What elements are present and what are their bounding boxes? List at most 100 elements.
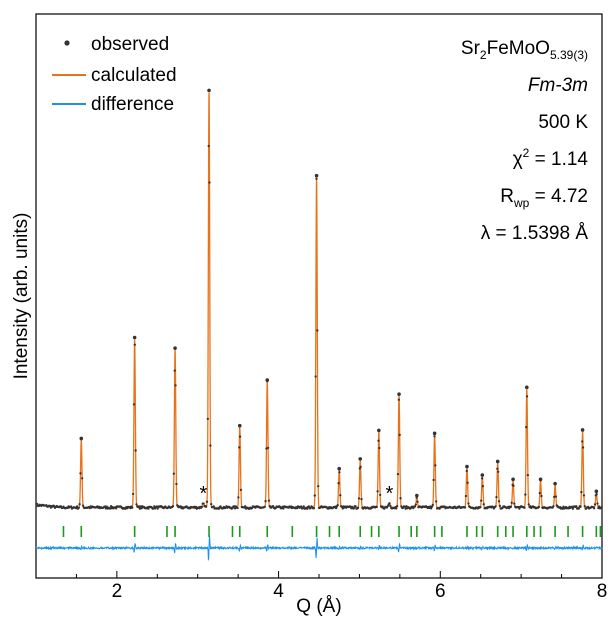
observed-point <box>104 507 108 510</box>
observed-peak-top <box>415 493 419 498</box>
observed-point <box>561 507 564 510</box>
observed-peak-top <box>594 489 599 494</box>
observed-point <box>341 507 344 510</box>
observed-point <box>379 493 382 496</box>
observed-point <box>593 503 597 506</box>
space-group: Fm-3m <box>528 75 588 96</box>
observed-point <box>466 481 469 484</box>
observed-point <box>600 505 603 509</box>
observed-point <box>465 469 468 473</box>
observed-point <box>208 181 211 184</box>
observed-point <box>552 505 555 508</box>
observed-peak-top <box>465 464 469 469</box>
observed-point <box>239 488 243 492</box>
observed-point <box>596 502 599 505</box>
observed-point <box>237 496 240 499</box>
observed-peak-top <box>580 428 585 432</box>
y-axis-label: Intensity (arb. units) <box>11 213 32 380</box>
observed-point <box>480 499 483 502</box>
observed-point <box>582 494 586 497</box>
observed-point <box>132 403 136 406</box>
observed-point <box>432 478 435 482</box>
observed-point <box>359 465 362 469</box>
observed-point <box>510 501 513 504</box>
observed-point <box>137 505 141 508</box>
observed-point <box>334 507 338 510</box>
observed-point <box>388 502 391 505</box>
observed-point <box>525 425 528 429</box>
observed-point <box>512 484 515 487</box>
observed-point <box>315 177 318 180</box>
observed-point <box>562 505 565 508</box>
observed-point <box>233 507 237 510</box>
observed-point <box>577 507 580 510</box>
observed-point <box>210 502 213 506</box>
observed-peak-top <box>480 473 485 477</box>
observed-point <box>414 503 417 506</box>
observed-point <box>583 505 586 508</box>
observed-point <box>202 502 205 505</box>
observed-point <box>232 505 236 508</box>
observed-point <box>316 329 319 332</box>
observed-point <box>131 506 134 509</box>
observed-point <box>307 505 310 508</box>
observed-point <box>538 492 541 495</box>
observed-point <box>497 470 500 473</box>
observed-point <box>360 498 363 501</box>
observed-points-layer <box>35 88 603 510</box>
observed-peak-top <box>314 173 319 178</box>
observed-peak-top <box>525 385 529 390</box>
observed-point <box>494 505 497 508</box>
observed-point <box>302 505 305 508</box>
observed-point <box>281 505 284 508</box>
impurity-markers-layer: * * <box>199 483 393 505</box>
observed-point <box>200 505 204 509</box>
observed-point <box>513 502 516 505</box>
observed-point <box>155 505 159 508</box>
observed-point <box>140 507 143 510</box>
observed-point <box>524 493 527 496</box>
observed-point <box>306 507 309 510</box>
observed-point <box>405 505 408 508</box>
observed-point <box>352 507 355 510</box>
observed-point <box>527 503 530 506</box>
observed-point <box>395 507 398 510</box>
observed-point <box>207 144 210 148</box>
observed-point <box>171 505 175 508</box>
observed-point <box>481 485 485 488</box>
observed-point <box>396 472 400 476</box>
observed-point <box>105 505 108 508</box>
observed-point <box>139 505 142 508</box>
observed-peak-top <box>207 88 211 93</box>
observed-point <box>482 503 485 506</box>
observed-point <box>397 398 400 401</box>
observed-point <box>263 505 266 508</box>
observed-point <box>354 505 357 508</box>
observed-point <box>338 471 341 474</box>
x-axis-label: Q (Å) <box>296 596 341 617</box>
difference-curve <box>35 535 603 562</box>
observed-point <box>496 467 499 470</box>
observed-point <box>156 507 159 510</box>
observed-point <box>581 446 585 449</box>
observed-point <box>464 494 468 498</box>
observed-peak-top <box>337 466 342 471</box>
observed-point <box>416 500 419 503</box>
observed-peak-top <box>237 423 242 428</box>
observed-point <box>480 477 484 480</box>
observed-point <box>431 503 434 507</box>
observed-point <box>313 494 316 497</box>
observed-point <box>81 504 85 507</box>
observed-point <box>69 505 73 508</box>
observed-point <box>592 507 596 510</box>
observed-point <box>134 449 137 452</box>
observed-peak-top <box>432 431 437 436</box>
observed-point <box>152 507 155 510</box>
observed-point <box>295 507 299 510</box>
legend-difference-label: difference <box>91 94 174 115</box>
observed-point <box>509 505 513 508</box>
observed-point <box>570 505 574 508</box>
observed-point <box>429 507 433 510</box>
observed-point <box>399 497 402 500</box>
